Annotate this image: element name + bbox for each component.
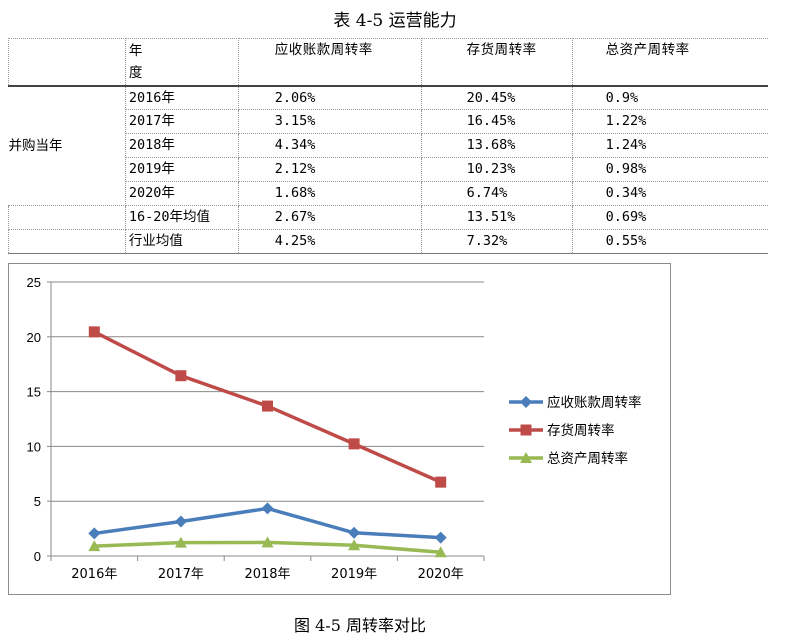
data-point-series-2 [435,476,447,488]
table-row: 2017年 3.15% 16.45% 1.22% [9,109,768,134]
header-inventory-turnover: 存货周转率 [420,38,573,87]
row-ar: 2.67% [237,205,422,230]
row-year: 2017年 [124,109,239,134]
header-year-line1: 年 [128,43,143,59]
header-year-line2: 度 [128,65,143,81]
figure-caption: 图 4-5 周转率对比 [294,616,426,635]
turnover-line-chart: 0 5 10 15 20 25 2016年 2017年 2018年 2019年 2020年 应收账款周… [27,275,642,582]
data-point-series-1 [174,515,187,528]
row-ta: 0.98% [571,157,768,182]
y-tick-label: 0 [34,549,41,564]
data-point-series-3 [174,536,187,548]
group-label: 并购当年 [8,85,126,206]
table-header-row: 年 度 应收账款周转率 存货周转率 总资产周转率 [8,38,768,87]
row-ar: 3.15% [237,109,422,134]
table-row: 16-20年均值 2.67% 13.51% 0.69% [8,205,768,230]
legend-label-1: 应收账款周转率 [547,394,642,411]
row-inv: 10.23% [420,157,573,182]
row-ar: 4.25% [237,229,422,254]
legend-label-2: 存货周转率 [547,422,615,439]
y-tick-label: 25 [27,275,41,290]
row-inv: 7.32% [420,229,573,254]
x-tick-label: 2016年 [71,567,117,582]
x-tick-label: 2020年 [418,567,464,582]
row-ta: 0.9% [571,85,768,110]
data-point-series-1 [434,531,447,544]
legend-marker-1 [520,396,532,408]
row-ta: 0.55% [571,229,768,254]
data-point-series-2 [348,438,360,450]
table-row: 并购当年 2016年 2.06% 20.45% 0.9% [8,85,768,206]
row-year: 2018年 [124,133,239,158]
row-year: 16-20年均值 [124,205,239,230]
row-inv: 6.74% [420,181,573,206]
data-point-series-3 [434,546,447,558]
row-inv: 16.45% [420,109,573,134]
operating-capacity-table: 年 度 应收账款周转率 存货周转率 总资产周转率 并购当年 2016年 2.06… [8,38,768,254]
turnover-chart: 0 5 10 15 20 25 2016年 2017年 2018年 2019年 2020年 应收账款周… [8,263,671,595]
row-year: 2016年 [124,85,239,110]
table-title: 表 4-5 运营能力 [333,11,457,31]
data-point-series-1 [88,527,101,540]
table-row: 行业均值 4.25% 7.32% 0.55% [8,229,768,254]
legend-marker-2 [520,424,532,436]
y-tick-label: 20 [27,330,41,345]
row-ar: 2.06% [237,85,422,110]
x-tick-label: 2017年 [158,567,204,582]
data-point-series-2 [262,400,273,412]
row-ar: 2.12% [237,157,422,182]
data-point-series-3 [88,540,101,552]
data-point-series-2 [88,326,100,338]
data-point-series-3 [348,539,361,551]
y-tick-label: 5 [34,494,41,509]
row-year: 2019年 [124,157,239,182]
row-ar: 4.34% [237,133,422,158]
row-ta: 0.34% [571,181,768,206]
row-ta: 0.69% [571,205,768,230]
data-point-series-3 [261,536,274,548]
legend-marker-3 [520,452,532,463]
legend-label-3: 总资产周转率 [547,450,628,467]
row-ta: 1.24% [571,133,768,158]
y-tick-label: 10 [27,439,41,454]
table-row: 2020年 1.68% 6.74% 0.34% [9,181,768,206]
header-year: 年 度 [124,38,239,87]
x-tick-label: 2019年 [331,567,377,582]
row-inv: 13.51% [420,205,573,230]
row-ta: 1.22% [571,109,768,134]
row-year: 2020年 [124,181,239,206]
data-point-series-1 [261,502,274,515]
header-total-asset-turnover: 总资产周转率 [571,38,768,87]
header-empty-cell [8,38,126,87]
row-inv: 20.45% [420,85,573,110]
row-inv: 13.68% [420,133,573,158]
row-year: 行业均值 [124,229,239,254]
y-tick-label: 15 [27,385,41,400]
row-ar: 1.68% [237,181,422,206]
header-ar-turnover: 应收账款周转率 [237,38,422,87]
data-point-series-2 [175,370,187,382]
data-point-series-1 [348,526,361,539]
empty-cell [8,205,126,230]
empty-cell [8,229,126,254]
x-tick-label: 2018年 [244,567,290,582]
